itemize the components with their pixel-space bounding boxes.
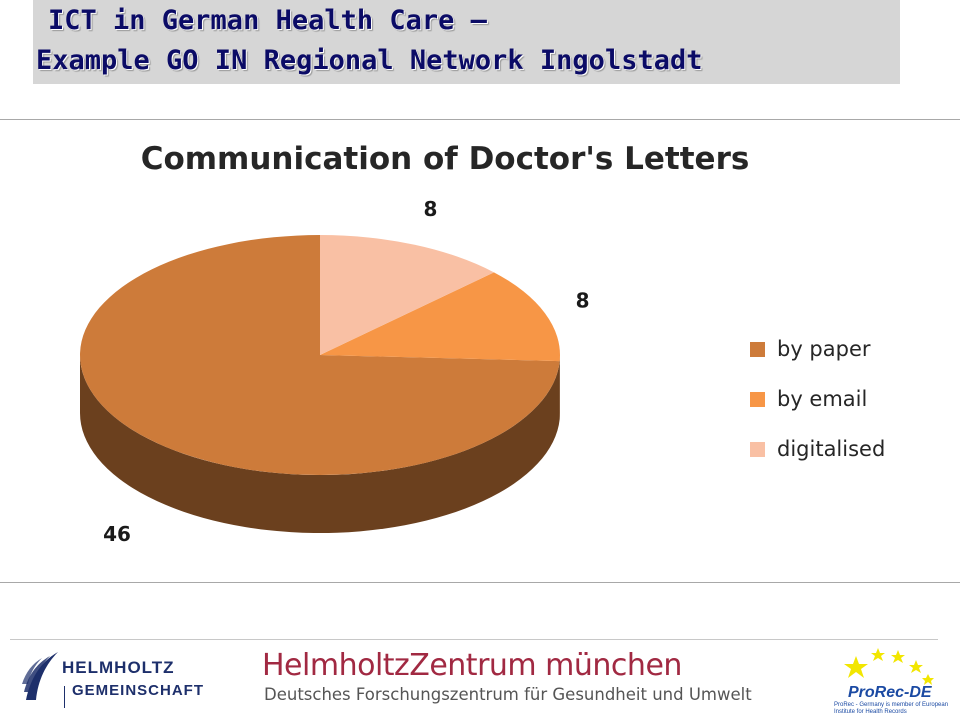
legend-item-digitalised: digitalised bbox=[750, 424, 885, 474]
helmholtz-logo: HELMHOLTZ GEMEINSCHAFT bbox=[22, 650, 212, 710]
top-divider bbox=[0, 119, 960, 120]
chart-legend: by paper by email digitalised bbox=[750, 324, 885, 474]
slide-title-bar bbox=[33, 0, 900, 84]
hmgu-name: HelmholtzZentrum münchen bbox=[262, 648, 682, 683]
chart-title: Communication of Doctor's Letters bbox=[140, 141, 750, 177]
data-label-digitalised: 8 bbox=[423, 197, 437, 221]
pie-slice-digitalised bbox=[320, 235, 494, 355]
hmgu-subtitle: Deutsches Forschungszentrum für Gesundhe… bbox=[264, 685, 752, 704]
legend-swatch bbox=[750, 441, 765, 457]
legend-label: digitalised bbox=[777, 437, 886, 461]
slide-title-line-2: Example GO IN Regional Network Ingolstad… bbox=[36, 45, 703, 76]
data-label-by-paper: 46 bbox=[103, 522, 131, 546]
prorec-logo: ProRec-DE ProRec - Germany is member of … bbox=[826, 640, 956, 718]
pie-side-by-paper bbox=[80, 355, 560, 533]
eu-stars-icon bbox=[844, 648, 934, 685]
pie-chart: 46 8 8 bbox=[80, 197, 590, 546]
helmholtz-bar bbox=[64, 686, 65, 708]
helmholtz-wing-icon bbox=[22, 652, 58, 700]
prorec-note: ProRec - Germany is member of European I… bbox=[834, 702, 949, 715]
data-label-by-email: 8 bbox=[576, 288, 590, 312]
helmholtz-line-1: HELMHOLTZ bbox=[62, 658, 175, 677]
legend-label: by email bbox=[777, 387, 868, 411]
pie-slice-by-paper bbox=[80, 235, 560, 475]
helmholtz-line-2: GEMEINSCHAFT bbox=[72, 682, 204, 699]
footer-divider bbox=[10, 639, 938, 640]
legend-label: by paper bbox=[777, 337, 871, 361]
slide-title-line-1: ICT in German Health Care – bbox=[48, 5, 487, 36]
bottom-divider bbox=[0, 582, 960, 583]
legend-item-by-email: by email bbox=[750, 374, 885, 424]
legend-swatch bbox=[750, 341, 765, 357]
legend-item-by-paper: by paper bbox=[750, 324, 885, 374]
legend-swatch bbox=[750, 391, 765, 407]
prorec-name: ProRec-DE bbox=[848, 684, 932, 701]
pie-slice-by-email bbox=[320, 272, 560, 362]
